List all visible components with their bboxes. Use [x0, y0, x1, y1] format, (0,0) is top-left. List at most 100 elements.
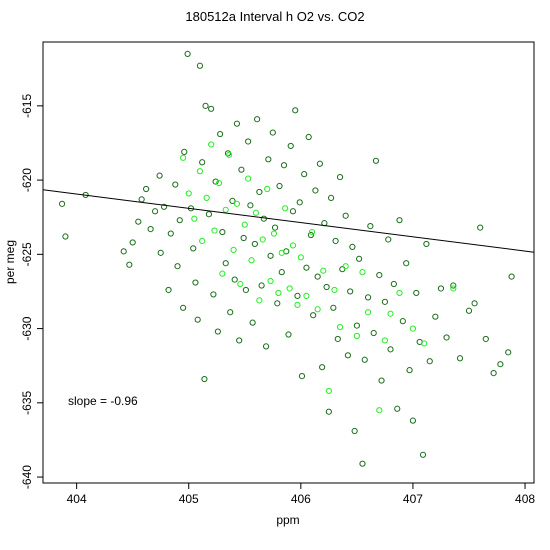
data-point-bright [289, 242, 297, 249]
data-point-dark [319, 364, 326, 371]
data-point-dark [325, 408, 332, 415]
y-tick-label: -620 [20, 168, 34, 192]
data-point-dark [387, 346, 394, 353]
data-point-dark [156, 172, 163, 179]
data-point-dark [437, 285, 445, 292]
data-point-bright [387, 310, 394, 317]
data-point-dark [205, 211, 213, 218]
data-point-bright [219, 270, 226, 277]
data-point-dark [508, 273, 515, 280]
data-point-dark [296, 199, 303, 206]
y-tick-label: -635 [20, 390, 34, 414]
data-point-dark [238, 166, 245, 173]
data-point-bright [267, 277, 274, 285]
data-point-dark [294, 292, 301, 300]
data-point-dark [167, 230, 174, 237]
data-point-bright [180, 154, 187, 161]
data-point-bright [275, 289, 282, 297]
x-tick-label: 406 [291, 492, 311, 506]
y-tick-label: -630 [20, 316, 34, 340]
data-point-dark [289, 208, 297, 215]
data-point-dark [224, 150, 232, 157]
data-point-dark [180, 304, 187, 311]
data-point-dark [143, 185, 150, 193]
data-point-dark [339, 266, 346, 273]
data-point-dark [249, 319, 256, 326]
data-point-dark [490, 370, 497, 377]
data-point-bright [270, 230, 278, 237]
data-point-dark [236, 337, 243, 344]
data-point-dark [199, 159, 206, 166]
data-point-dark [208, 105, 215, 112]
data-point-dark [192, 279, 199, 286]
data-point-dark [201, 375, 208, 383]
data-point-dark [482, 335, 489, 343]
data-point-dark [323, 283, 330, 291]
data-point-bright [359, 269, 366, 276]
data-point-dark [247, 202, 254, 209]
data-point-dark [242, 286, 249, 294]
data-point-dark [172, 181, 179, 188]
data-point-dark [287, 142, 294, 150]
data-point-dark [359, 460, 366, 467]
data-points [58, 50, 515, 467]
data-point-dark [285, 331, 292, 338]
data-point-dark [432, 313, 439, 320]
data-point-dark [406, 367, 413, 374]
data-point-bright [314, 306, 321, 313]
data-point-bright [256, 297, 263, 304]
x-tick-label: 405 [179, 492, 199, 506]
data-point-dark [245, 138, 252, 145]
data-point-dark [274, 300, 281, 307]
plot-frame [42, 41, 535, 484]
data-point-bright [241, 221, 248, 228]
data-point-dark [184, 50, 191, 57]
data-point-dark [356, 255, 363, 262]
data-point-dark [426, 358, 433, 365]
data-point-dark [147, 225, 154, 233]
data-point-dark [181, 148, 188, 155]
data-point-dark [212, 178, 219, 185]
data-point-dark [298, 372, 306, 380]
data-point-dark [413, 289, 420, 297]
data-point-bright [303, 292, 310, 300]
data-point-dark [423, 240, 430, 248]
data-point-bright [191, 215, 198, 222]
data-point-dark [330, 304, 337, 311]
data-point-dark [190, 245, 197, 252]
data-point-dark [260, 215, 267, 222]
data-point-bright [264, 185, 271, 193]
x-axis-label: ppm [276, 513, 299, 527]
data-point-dark [351, 427, 358, 435]
data-point-bright [203, 194, 210, 202]
data-point-dark [174, 263, 181, 270]
data-point-dark [465, 307, 473, 314]
data-point-dark [202, 102, 209, 109]
data-point-dark [349, 243, 356, 251]
data-point-dark [314, 273, 321, 280]
data-point-dark [381, 298, 389, 305]
data-point-dark [307, 231, 315, 239]
data-point-dark [233, 120, 241, 127]
data-point-bright [248, 257, 255, 264]
data-point-dark [376, 272, 383, 279]
y-tick-label: -615 [20, 94, 34, 118]
data-point-dark [301, 171, 308, 178]
data-point-dark [344, 352, 352, 359]
data-point-bright [225, 151, 233, 158]
data-point-dark [262, 343, 270, 350]
data-point-dark [361, 356, 368, 363]
data-point-bright [376, 407, 383, 414]
data-point-dark [152, 208, 159, 215]
data-point-dark [334, 335, 341, 343]
data-point-dark [336, 174, 344, 181]
data-point-dark [347, 288, 354, 295]
data-point-dark [305, 133, 312, 141]
data-point-bright [233, 200, 241, 207]
data-point-dark [135, 218, 142, 225]
data-point-dark [254, 116, 261, 123]
data-point-dark [267, 252, 274, 259]
data-point-dark [214, 328, 221, 335]
data-point-bright [297, 254, 304, 261]
